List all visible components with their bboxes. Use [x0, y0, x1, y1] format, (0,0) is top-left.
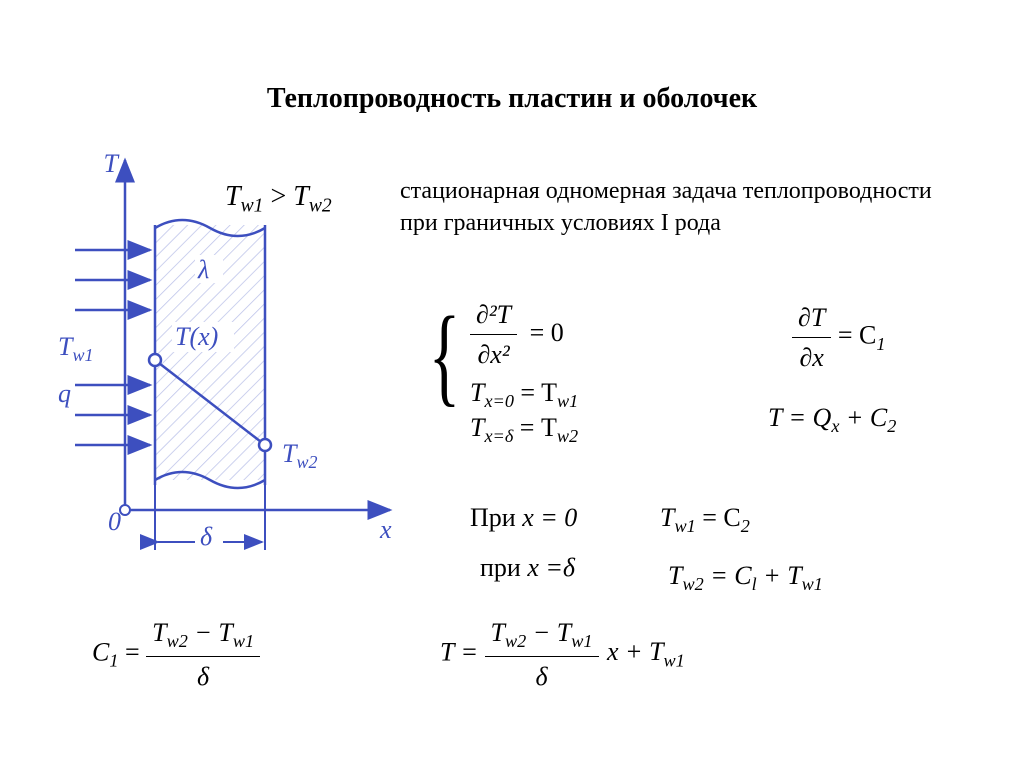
system-eq2: Tx=0 = Tw1 [470, 375, 578, 414]
brace: { [429, 300, 461, 410]
right-eq1: ∂T ∂x = C1 [792, 300, 885, 375]
tw2-label: Tw2 [282, 439, 317, 472]
row-x0-right: Tw1 = C2 [660, 500, 750, 539]
description: стационарная одномерная задача теплопров… [400, 175, 960, 240]
c1-eq: C1 = Tw2 − Tw1 δ [92, 615, 260, 694]
system-eq3: Tx=δ = Tw2 [470, 410, 578, 449]
lambda-label: λ [197, 255, 209, 284]
y-axis-label: T [104, 150, 120, 178]
tx-point-right [259, 439, 271, 451]
row-x0-left: При x = 0 [470, 500, 577, 535]
origin-marker [120, 505, 130, 515]
page-title: Теплопроводность пластин и оболочек [0, 80, 1024, 118]
origin-label: 0 [108, 507, 121, 536]
tx-label: T(x) [175, 322, 218, 351]
diagram: T x 0 λ Tw1 q T(x) Tw2 δ [50, 150, 410, 570]
q-label: q [58, 379, 71, 408]
system-eq1: ∂²T ∂x² = 0 [470, 297, 564, 372]
row-xd-left: при x =δ [480, 550, 575, 585]
x-axis-label: x [379, 515, 392, 544]
t-final-eq: T = Tw2 − Tw1 δ x + Tw1 [440, 615, 685, 694]
right-eq2: T = Qx + C2 [768, 400, 896, 439]
tx-point-left [149, 354, 161, 366]
delta-label: δ [200, 522, 213, 551]
title-text: Теплопроводность пластин и оболочек [267, 83, 757, 114]
tw1-label: Tw1 [58, 332, 93, 365]
row-xd-right: Tw2 = Cl + Tw1 [668, 558, 823, 597]
